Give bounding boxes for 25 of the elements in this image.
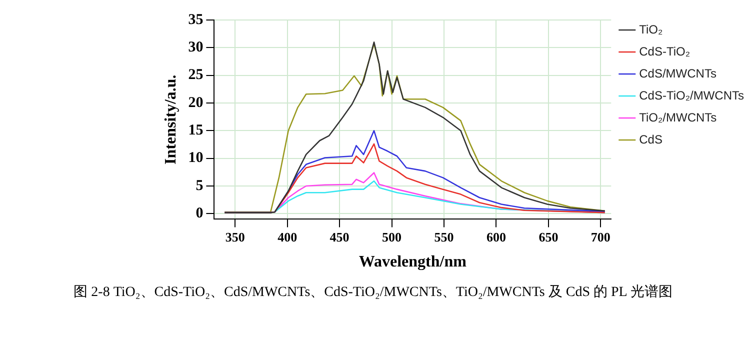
x-tick-label: 700	[590, 229, 610, 244]
y-tick-label: 0	[196, 206, 204, 222]
legend-label: TiO₂	[639, 22, 664, 36]
y-axis-title: Intensity/a.u.	[162, 74, 180, 164]
legend-label: TiO₂/MWCNTs	[639, 110, 717, 124]
legend-label: CdS/MWCNTs	[639, 66, 716, 80]
x-axis-title: Wavelength/nm	[358, 254, 468, 271]
legend-label: CdS-TiO₂/MWCNTs	[639, 88, 744, 102]
x-tick-label: 450	[330, 229, 350, 244]
legend-label: CdS-TiO₂	[639, 44, 690, 58]
legend-label: CdS	[639, 132, 662, 146]
y-tick-label: 25	[188, 67, 204, 84]
y-tick-label: 20	[188, 94, 204, 111]
y-tick-label: 35	[188, 12, 204, 28]
x-tick-label: 650	[538, 229, 558, 244]
x-tick-label: 400	[278, 229, 298, 244]
y-tick-label: 30	[188, 40, 204, 56]
caption: 图 2-8 TiO₂、CdS-TiO₂、CdS/MWCNTs、CdS-TiO₂/MWCNTs、TiO₂/MWCNTs 及 CdS 的 PL 光谱图	[72, 284, 674, 302]
y-tick-label: 10	[188, 150, 204, 166]
y-tick-label: 15	[188, 122, 204, 139]
x-tick-label: 600	[486, 229, 506, 244]
x-tick-label: 550	[434, 229, 454, 244]
y-tick-label: 5	[196, 178, 204, 194]
x-tick-label: 350	[225, 229, 245, 244]
x-tick-label: 500	[382, 229, 402, 244]
